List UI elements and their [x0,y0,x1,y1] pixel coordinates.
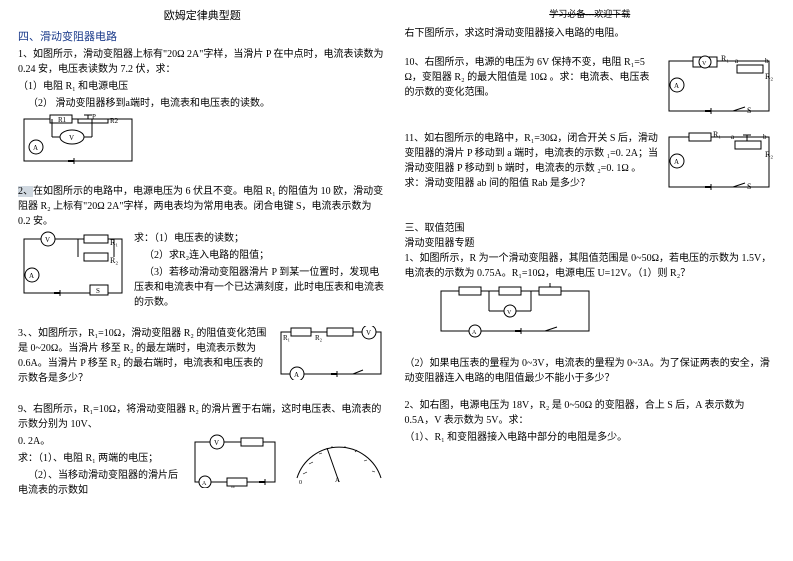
q2-num-highlight: 2、 [18,186,33,197]
q9-sub2: （2）、当移动滑动变阻器的滑片后电流表的示数如 [18,468,185,498]
svg-text:A: A [472,330,477,336]
circuit-diagram-9a: V A R₁ [191,434,281,488]
circuit-diagram-11: R₁ a b R₂ A S [665,131,775,195]
question-2: 2、在如图所示的电路中，电源电压为 6 伏且不变。电阻 R₁ 的阻值为 10 欧… [18,184,387,312]
svg-text:R2: R2 [110,117,119,125]
page-title: 欧姆定律典型题 [18,8,387,25]
svg-text:R₂: R₂ [110,256,118,265]
question-10: 10、右图所示，电源的电压为 6V 保持不变，电阻 R₁=5 Ω，变阻器 R₂ … [405,55,776,119]
svg-text:b: b [763,133,767,141]
q2-sub-label: 求：（1）电压表的读数； [134,231,387,246]
qext1-text: 1、如图所示，R 为一个滑动变阻器，其阻值范围是 0~50Ω，若电压的示数为 1… [405,251,776,281]
qext3-text: 2、如右图，电源电压为 18V，R₂ 是 0~50Ω 的变阻器，合上 S 后，A… [405,398,776,428]
qext2-text: （2）如果电压表的量程为 0~3V，电流表的量程为 0~3A。为了保证两表的安全… [405,356,776,386]
svg-text:A: A [674,158,679,166]
svg-text:R₁: R₁ [721,55,729,63]
q11-text: 11、如右图所示的电路中，R₁=30Ω，闭合开关 S 后，滑动变阻器的滑片 P … [405,131,660,191]
svg-text:A: A [33,144,38,152]
svg-text:R₂: R₂ [765,150,773,159]
qext3-sub1: （1）、R₁ 和变阻器接入电路中部分的电阻是多少。 [405,430,776,445]
svg-text:R₂: R₂ [765,72,773,81]
q9-text-b: 0. 2A。 [18,434,185,449]
q10-text: 10、右图所示，电源的电压为 6V 保持不变，电阻 R₁=5 Ω，变阻器 R₂ … [405,55,660,100]
svg-text:R1: R1 [58,116,67,124]
intro-right: 右下图所示，求这时滑动变阻器接入电路的电阻。 [405,26,776,41]
question-3: 3、、如图所示，R₁=10Ω，滑动变阻器 R₂ 的阻值变化范围是 0~20Ω。当… [18,326,387,388]
circuit-diagram-3: R₁ R₂ V A [277,326,387,380]
svg-text:R₁: R₁ [713,131,721,139]
svg-text:A: A [674,82,679,90]
q2-text: 2、在如图所示的电路中，电源电压为 6 伏且不变。电阻 R₁ 的阻值为 10 欧… [18,184,387,229]
svg-text:A: A [294,371,299,379]
svg-text:S: S [747,106,751,115]
ammeter-dial-icon: 0 A [287,434,387,488]
svg-text:R₁: R₁ [231,486,237,488]
q2-sub3: （3）若移动滑动变阻器滑片 P 到某一位置时，发现电压表和电流表中有一个已达满刻… [134,265,387,310]
question-1: 1、如图所示，滑动变阻器上标有"20Ω 2A"字样，当滑片 P 在中点时，电流表… [18,47,387,172]
svg-text:S: S [747,182,751,191]
question-ext-2: （2）如果电压表的量程为 0~3V，电流表的量程为 0~3A。为了保证两表的安全… [405,356,776,386]
svg-text:S: S [96,287,100,295]
svg-text:V: V [507,310,512,316]
svg-text:V: V [366,329,371,337]
circuit-diagram-ext1: V A [435,283,595,339]
svg-text:V: V [702,61,707,67]
circuit-diagram-2: V R₁ R₂ A S [18,231,128,301]
section-4-heading: 四、滑动变阻器电路 [18,29,387,46]
svg-text:V: V [214,439,219,447]
header-right-note: 学习必备---欢迎下载 [405,8,776,22]
q9-sub1: 求：（1）、电阻 R₁ 两端的电压； [18,451,185,466]
svg-text:A: A [29,272,34,280]
svg-text:V: V [69,134,74,142]
q9-text: 9、右图所示，R₁=10Ω，将滑动变阻器 R₂ 的滑片置于右端，这时电压表、电流… [18,402,387,432]
svg-text:b: b [765,57,769,65]
circuit-diagram-1: R1 P R2 A V [18,113,138,167]
q2-sub2: （2）求R₂连入电路的阻值； [134,248,387,263]
q1-text: 1、如图所示，滑动变阻器上标有"20Ω 2A"字样，当滑片 P 在中点时，电流表… [18,47,387,77]
svg-text:V: V [45,236,50,244]
question-9: 9、右图所示，R₁=10Ω，将滑动变阻器 R₂ 的滑片置于右端，这时电压表、电流… [18,402,387,500]
q1-sub1: （1）电阻 R₁ 和电源电压 [18,79,387,94]
svg-text:R₂: R₂ [315,334,323,342]
svg-text:R₁: R₁ [283,334,290,342]
svg-text:A: A [335,476,340,484]
svg-text:0: 0 [299,480,302,486]
q1-sub2: （2） 滑动变阻器移到a端时，电流表和电压表的读数。 [18,96,387,111]
question-11: 11、如右图所示的电路中，R₁=30Ω，闭合开关 S 后，滑动变阻器的滑片 P … [405,131,776,195]
question-ext-3: 2、如右图，电源电压为 18V，R₂ 是 0~50Ω 的变阻器，合上 S 后，A… [405,398,776,445]
q3-text: 3、、如图所示，R₁=10Ω，滑动变阻器 R₂ 的阻值变化范围是 0~20Ω。当… [18,326,271,386]
svg-text:A: A [202,481,207,487]
question-ext-1: 1、如图所示，R 为一个滑动变阻器，其阻值范围是 0~50Ω，若电压的示数为 1… [405,251,776,344]
section-3-heading: 三、取值范围 滑动变阻器专题 [405,221,776,251]
circuit-diagram-10: V R₁ a b R₂ A S [665,55,775,119]
